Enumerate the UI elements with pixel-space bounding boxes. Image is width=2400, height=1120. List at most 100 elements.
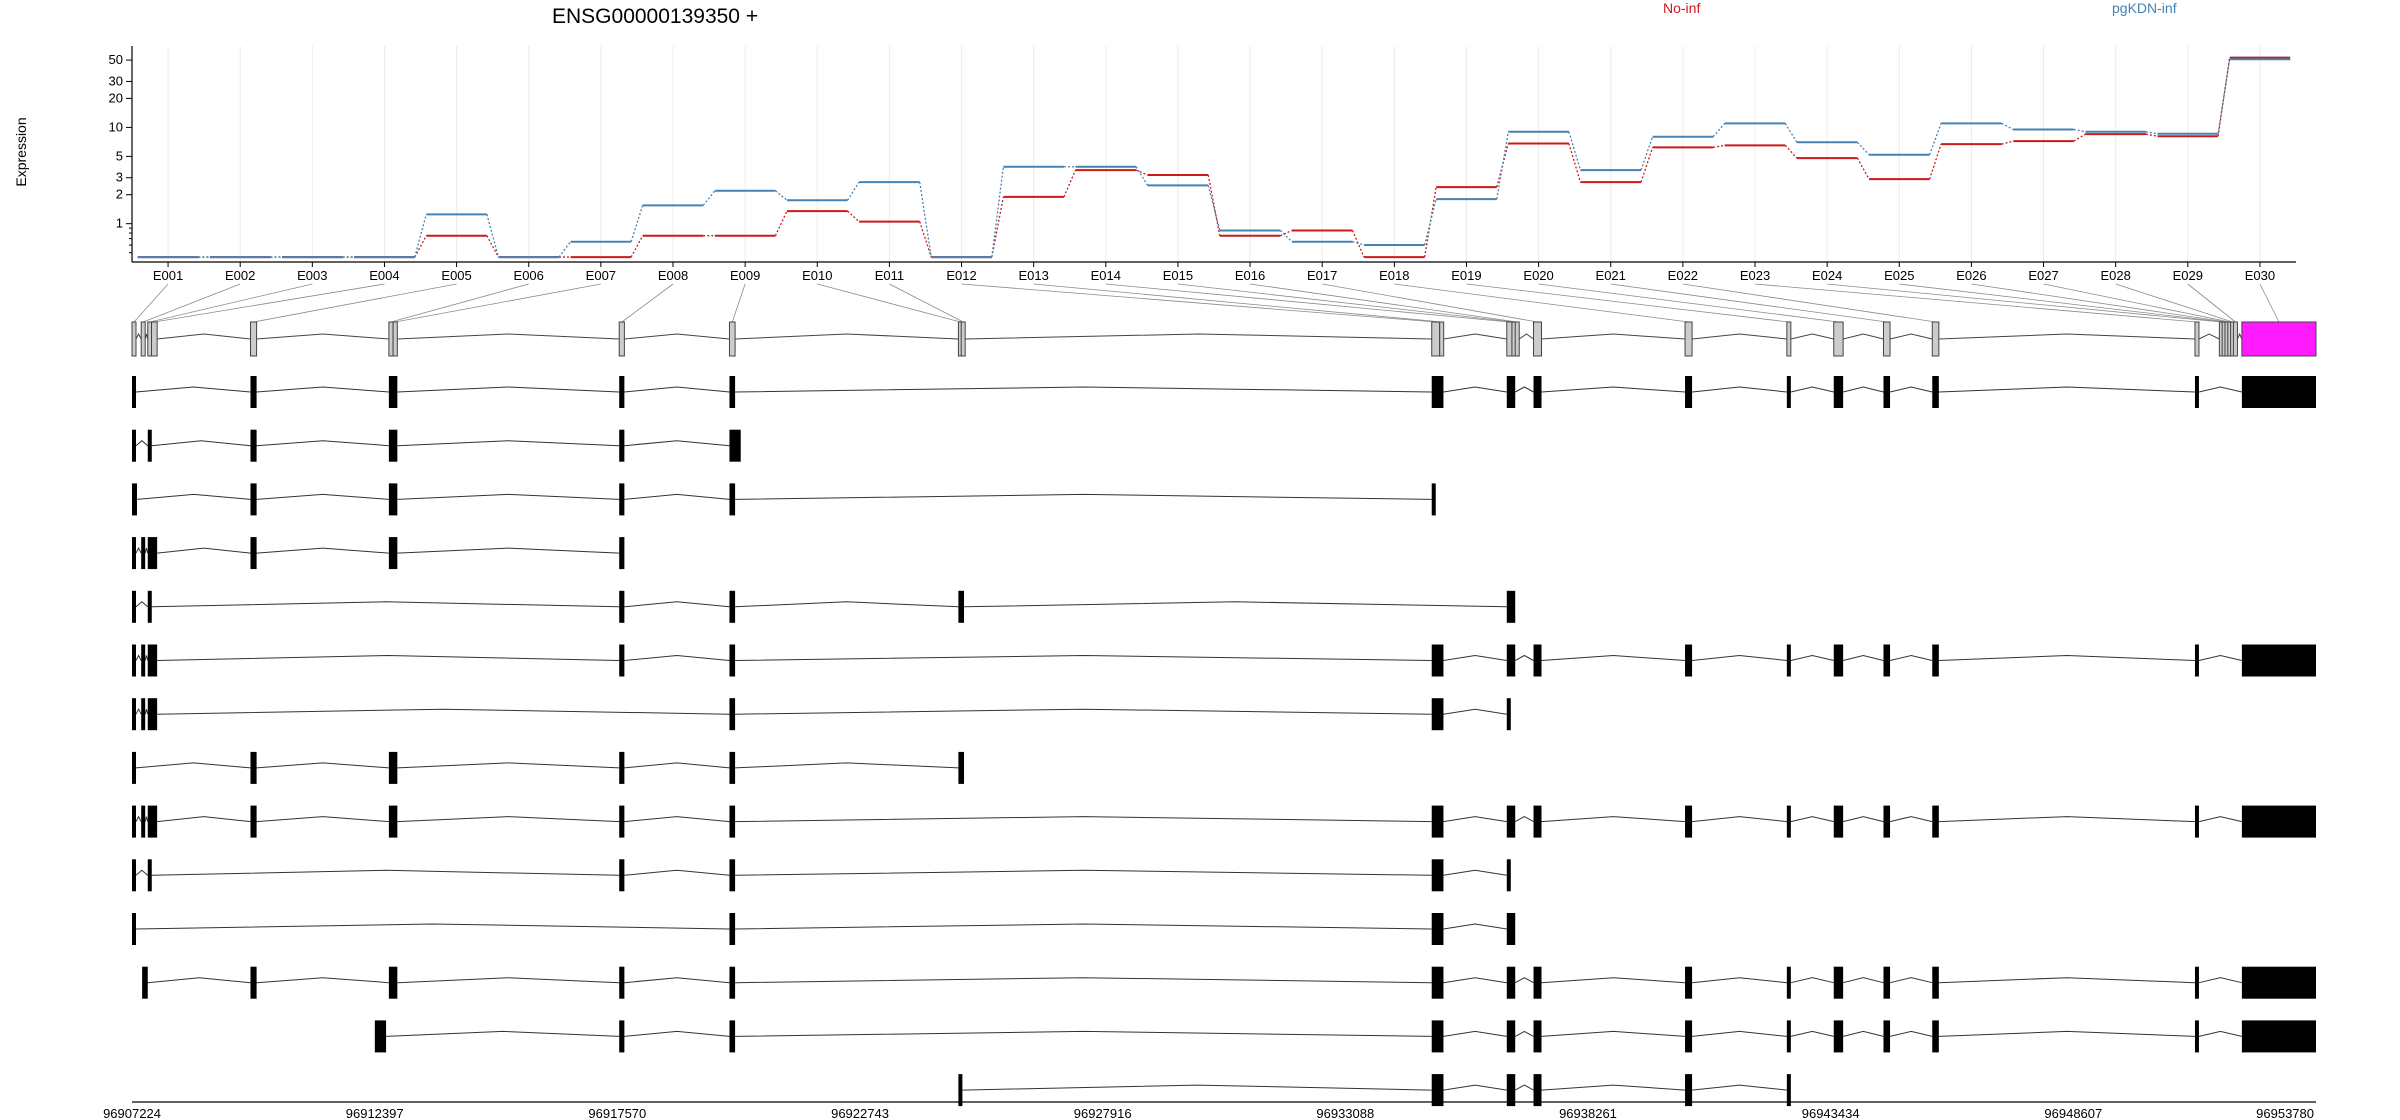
exon-link — [889, 283, 964, 323]
series-connector — [1135, 169, 1148, 176]
intron — [256, 977, 389, 984]
transcript-exon — [958, 590, 965, 623]
series-connector — [2217, 59, 2231, 134]
transcript-exon — [729, 483, 736, 516]
intron — [624, 816, 730, 823]
transcript-exon — [619, 805, 625, 838]
transcript-exon — [147, 698, 158, 731]
intron — [157, 708, 730, 715]
series-connector — [486, 214, 500, 258]
transcript-exon — [1685, 1020, 1693, 1053]
intron — [1443, 816, 1507, 823]
x-tick-label-e017: E017 — [1307, 268, 1337, 283]
transcript-exon — [1883, 805, 1891, 838]
x-tick-label-e020: E020 — [1523, 268, 1553, 283]
transcript-exon — [388, 483, 398, 516]
series-connector — [1856, 157, 1870, 180]
transcript-exon — [729, 859, 736, 892]
intron — [1514, 977, 1534, 984]
exon-link — [2043, 283, 2230, 323]
intron — [624, 601, 730, 608]
x-tick-label-e026: E026 — [1956, 268, 1986, 283]
series-connector — [1928, 123, 1942, 155]
exon-link — [143, 283, 241, 323]
transcript-exon — [1833, 805, 1844, 838]
exon-link — [1971, 283, 2228, 323]
transcript-exon — [1883, 1020, 1891, 1053]
transcript-exon — [1833, 966, 1844, 999]
intron — [1790, 386, 1834, 393]
x-tick-label-e011: E011 — [875, 268, 904, 283]
transcript-7 — [132, 698, 1511, 731]
transcript-exon — [388, 805, 398, 838]
gene-model — [131, 321, 2317, 357]
intron — [157, 816, 251, 823]
coordinate-label: 96933088 — [1316, 1106, 1374, 1120]
transcript-exon — [1883, 966, 1891, 999]
exon-e020 — [1833, 321, 1844, 357]
transcript-exon — [1506, 966, 1516, 999]
transcript-exon — [132, 913, 136, 945]
transcript-exon — [132, 698, 136, 731]
exon-e008 — [618, 321, 625, 357]
x-tick-label-e013: E013 — [1018, 268, 1048, 283]
transcript-exon — [1533, 966, 1542, 999]
transcript-exon — [2241, 1020, 2316, 1053]
transcript-exon — [1786, 1074, 1791, 1107]
intron — [256, 762, 389, 769]
intron — [1514, 386, 1534, 393]
intron — [1541, 1030, 1686, 1037]
transcript-exon — [132, 805, 136, 838]
intron — [135, 869, 149, 876]
series-connector — [702, 190, 716, 206]
intron — [1889, 386, 1933, 393]
series-connector — [1135, 166, 1149, 186]
transcript-exon — [619, 537, 625, 570]
transcript-exon — [388, 751, 398, 784]
intron — [1692, 1030, 1787, 1037]
intron — [1541, 654, 1686, 661]
transcript-10 — [132, 859, 1511, 892]
transcript-exon — [250, 966, 257, 999]
transcript-exon — [729, 1020, 736, 1053]
transcript-exon — [619, 859, 625, 892]
series-connector — [847, 181, 860, 201]
intron — [136, 493, 251, 500]
y-tick-label: 20 — [109, 90, 123, 105]
intron — [735, 601, 959, 608]
transcript-exon — [1932, 1020, 1939, 1053]
transcript-exon — [1431, 805, 1444, 838]
intron — [624, 762, 730, 769]
transcript-exon — [132, 751, 136, 784]
transcript-exon — [1431, 1020, 1444, 1053]
exon-link — [1682, 283, 1936, 323]
intron — [1443, 977, 1507, 984]
coordinate-label: 96953780 — [2256, 1106, 2314, 1120]
transcript-exon — [250, 751, 257, 784]
intron — [135, 762, 251, 769]
transcript-14 — [958, 1074, 1791, 1107]
transcript-2 — [132, 429, 741, 462]
intron — [386, 1030, 620, 1037]
legend-entry-pgkdn-inf: pgKDN-inf — [2112, 0, 2177, 16]
transcript-exon — [1533, 376, 1542, 408]
intron — [256, 547, 389, 554]
exon-link — [961, 283, 1436, 323]
genomic-coordinate-axis: 96907224 96912397 96917570 96922743 96927916… — [103, 1101, 2316, 1120]
transcript-exon — [1685, 805, 1693, 838]
transcript-exon — [1685, 1074, 1693, 1107]
coordinate-label: 96922743 — [831, 1106, 889, 1120]
intron — [151, 601, 620, 608]
exon-link — [1177, 283, 1514, 323]
transcript-exon — [1506, 859, 1511, 892]
intron — [135, 547, 142, 554]
exon-link — [253, 283, 457, 323]
series-pgkdn-inf — [137, 58, 2291, 259]
intron — [624, 386, 730, 393]
x-tick-label-e012: E012 — [946, 268, 976, 283]
transcript-exon — [250, 537, 257, 570]
intron — [1541, 386, 1686, 393]
intron — [397, 386, 620, 393]
exon-e012 — [1431, 321, 1441, 357]
intron — [1843, 977, 1884, 984]
